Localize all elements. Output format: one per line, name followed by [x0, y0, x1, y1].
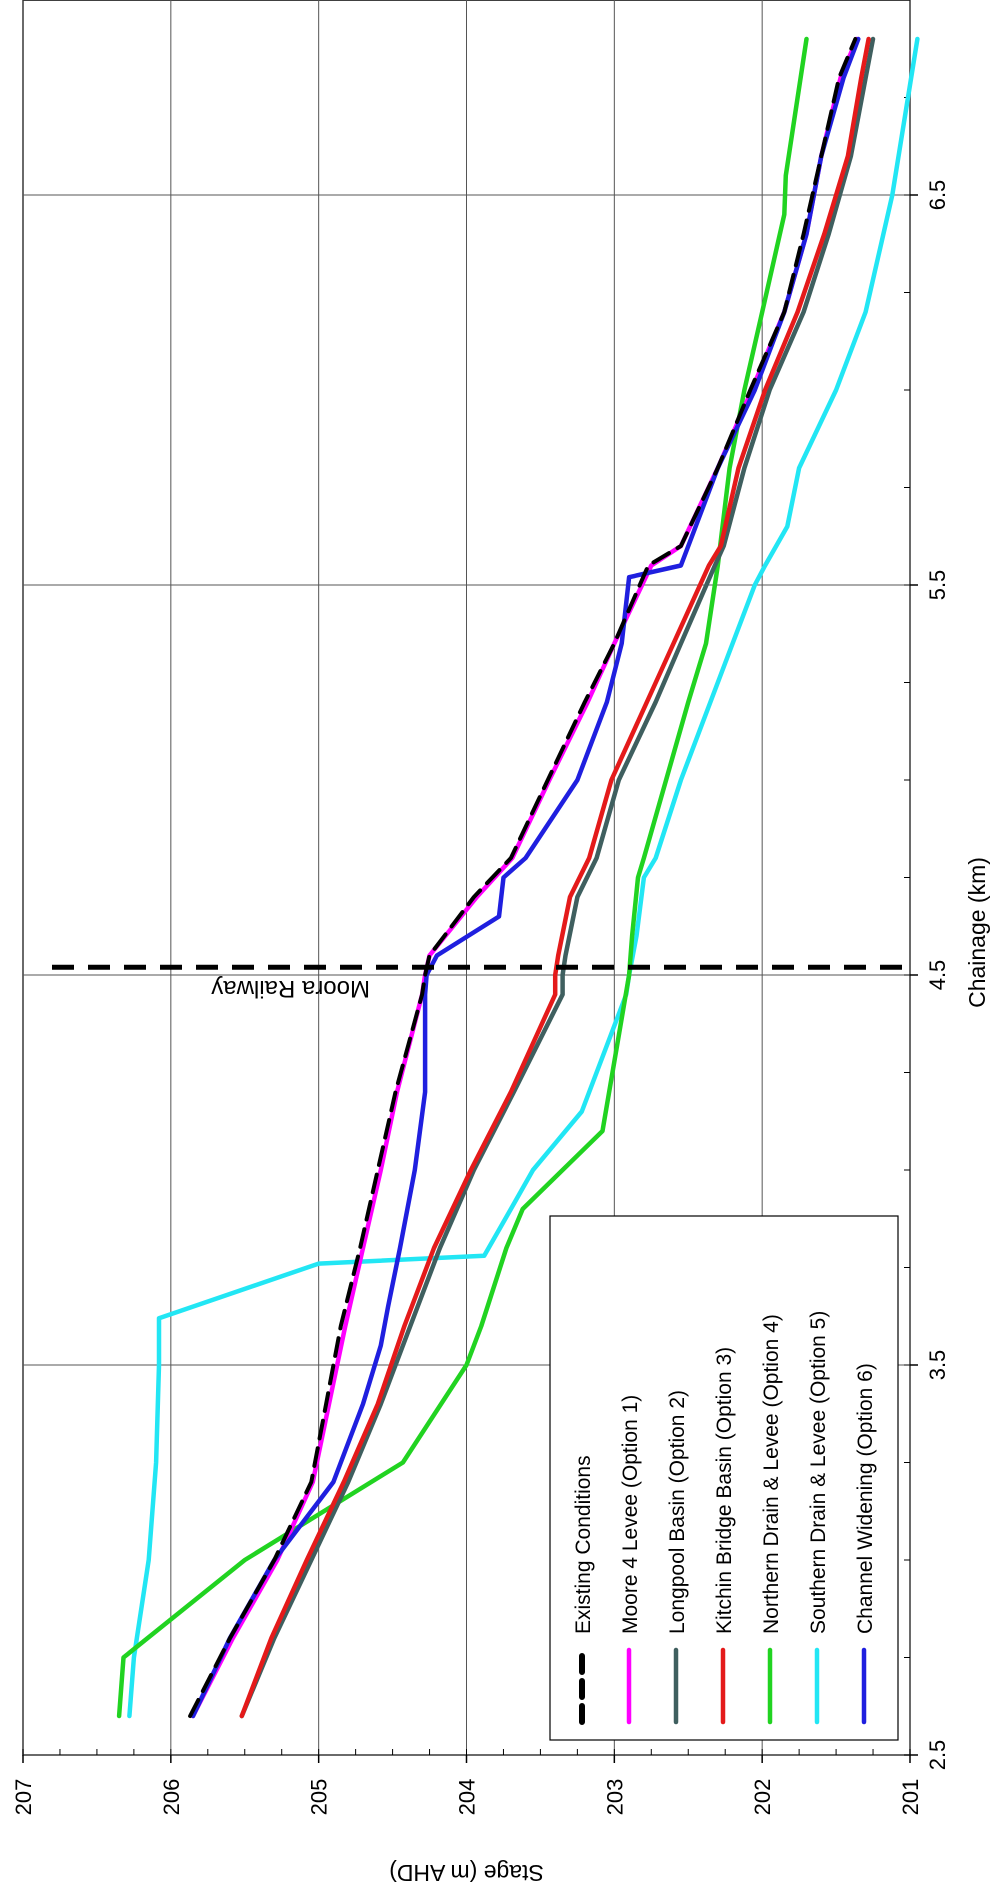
series-line: [239, 36, 871, 1719]
y-tick-label: 203: [602, 1779, 627, 1816]
legend-label: Channel Widening (Option 6): [854, 1363, 877, 1634]
y-tick-label: 201: [898, 1779, 923, 1816]
y-tick-label: 204: [455, 1779, 480, 1816]
series-line: [239, 36, 876, 1719]
x-tick-label: 3.5: [925, 1350, 950, 1381]
x-tick-label: 6.5: [925, 180, 950, 211]
y-tick-label: 205: [307, 1779, 332, 1816]
x-axis-title: Chainage (km): [964, 857, 990, 1008]
y-ticks: 201 202 203 204 205 206 207: [11, 1749, 923, 1815]
x-ticks: 2.5 3.5 4.5 5.5 6.5: [904, 0, 950, 1770]
series-line: [188, 37, 858, 1718]
y-axis-title: Stage (m AHD): [389, 1860, 544, 1886]
legend-label: Northern Drain & Levee (Option 4): [760, 1314, 783, 1634]
y-tick-label: 207: [11, 1779, 36, 1816]
series-line: [190, 36, 861, 1719]
x-tick-label: 5.5: [925, 570, 950, 601]
legend-label: Southern Drain & Levee (Option 5): [807, 1311, 830, 1634]
series-line: [116, 36, 809, 1719]
railway-annotation: Moora Railway: [211, 975, 370, 1002]
legend-label: Moore 4 Levee (Option 1): [619, 1395, 642, 1634]
legend: Existing Conditions Moore 4 Levee (Option…: [549, 1215, 899, 1741]
legend-label: Longpool Basin (Option 2): [666, 1390, 689, 1634]
y-tick-label: 206: [159, 1779, 184, 1816]
series-lines: [116, 36, 920, 1719]
x-tick-label: 4.5: [925, 960, 950, 991]
legend-label: Kitchin Bridge Basin (Option 3): [713, 1347, 736, 1634]
legend-label: Existing Conditions: [572, 1455, 595, 1634]
x-tick-label: 2.5: [925, 1740, 950, 1771]
y-tick-label: 202: [750, 1779, 775, 1816]
